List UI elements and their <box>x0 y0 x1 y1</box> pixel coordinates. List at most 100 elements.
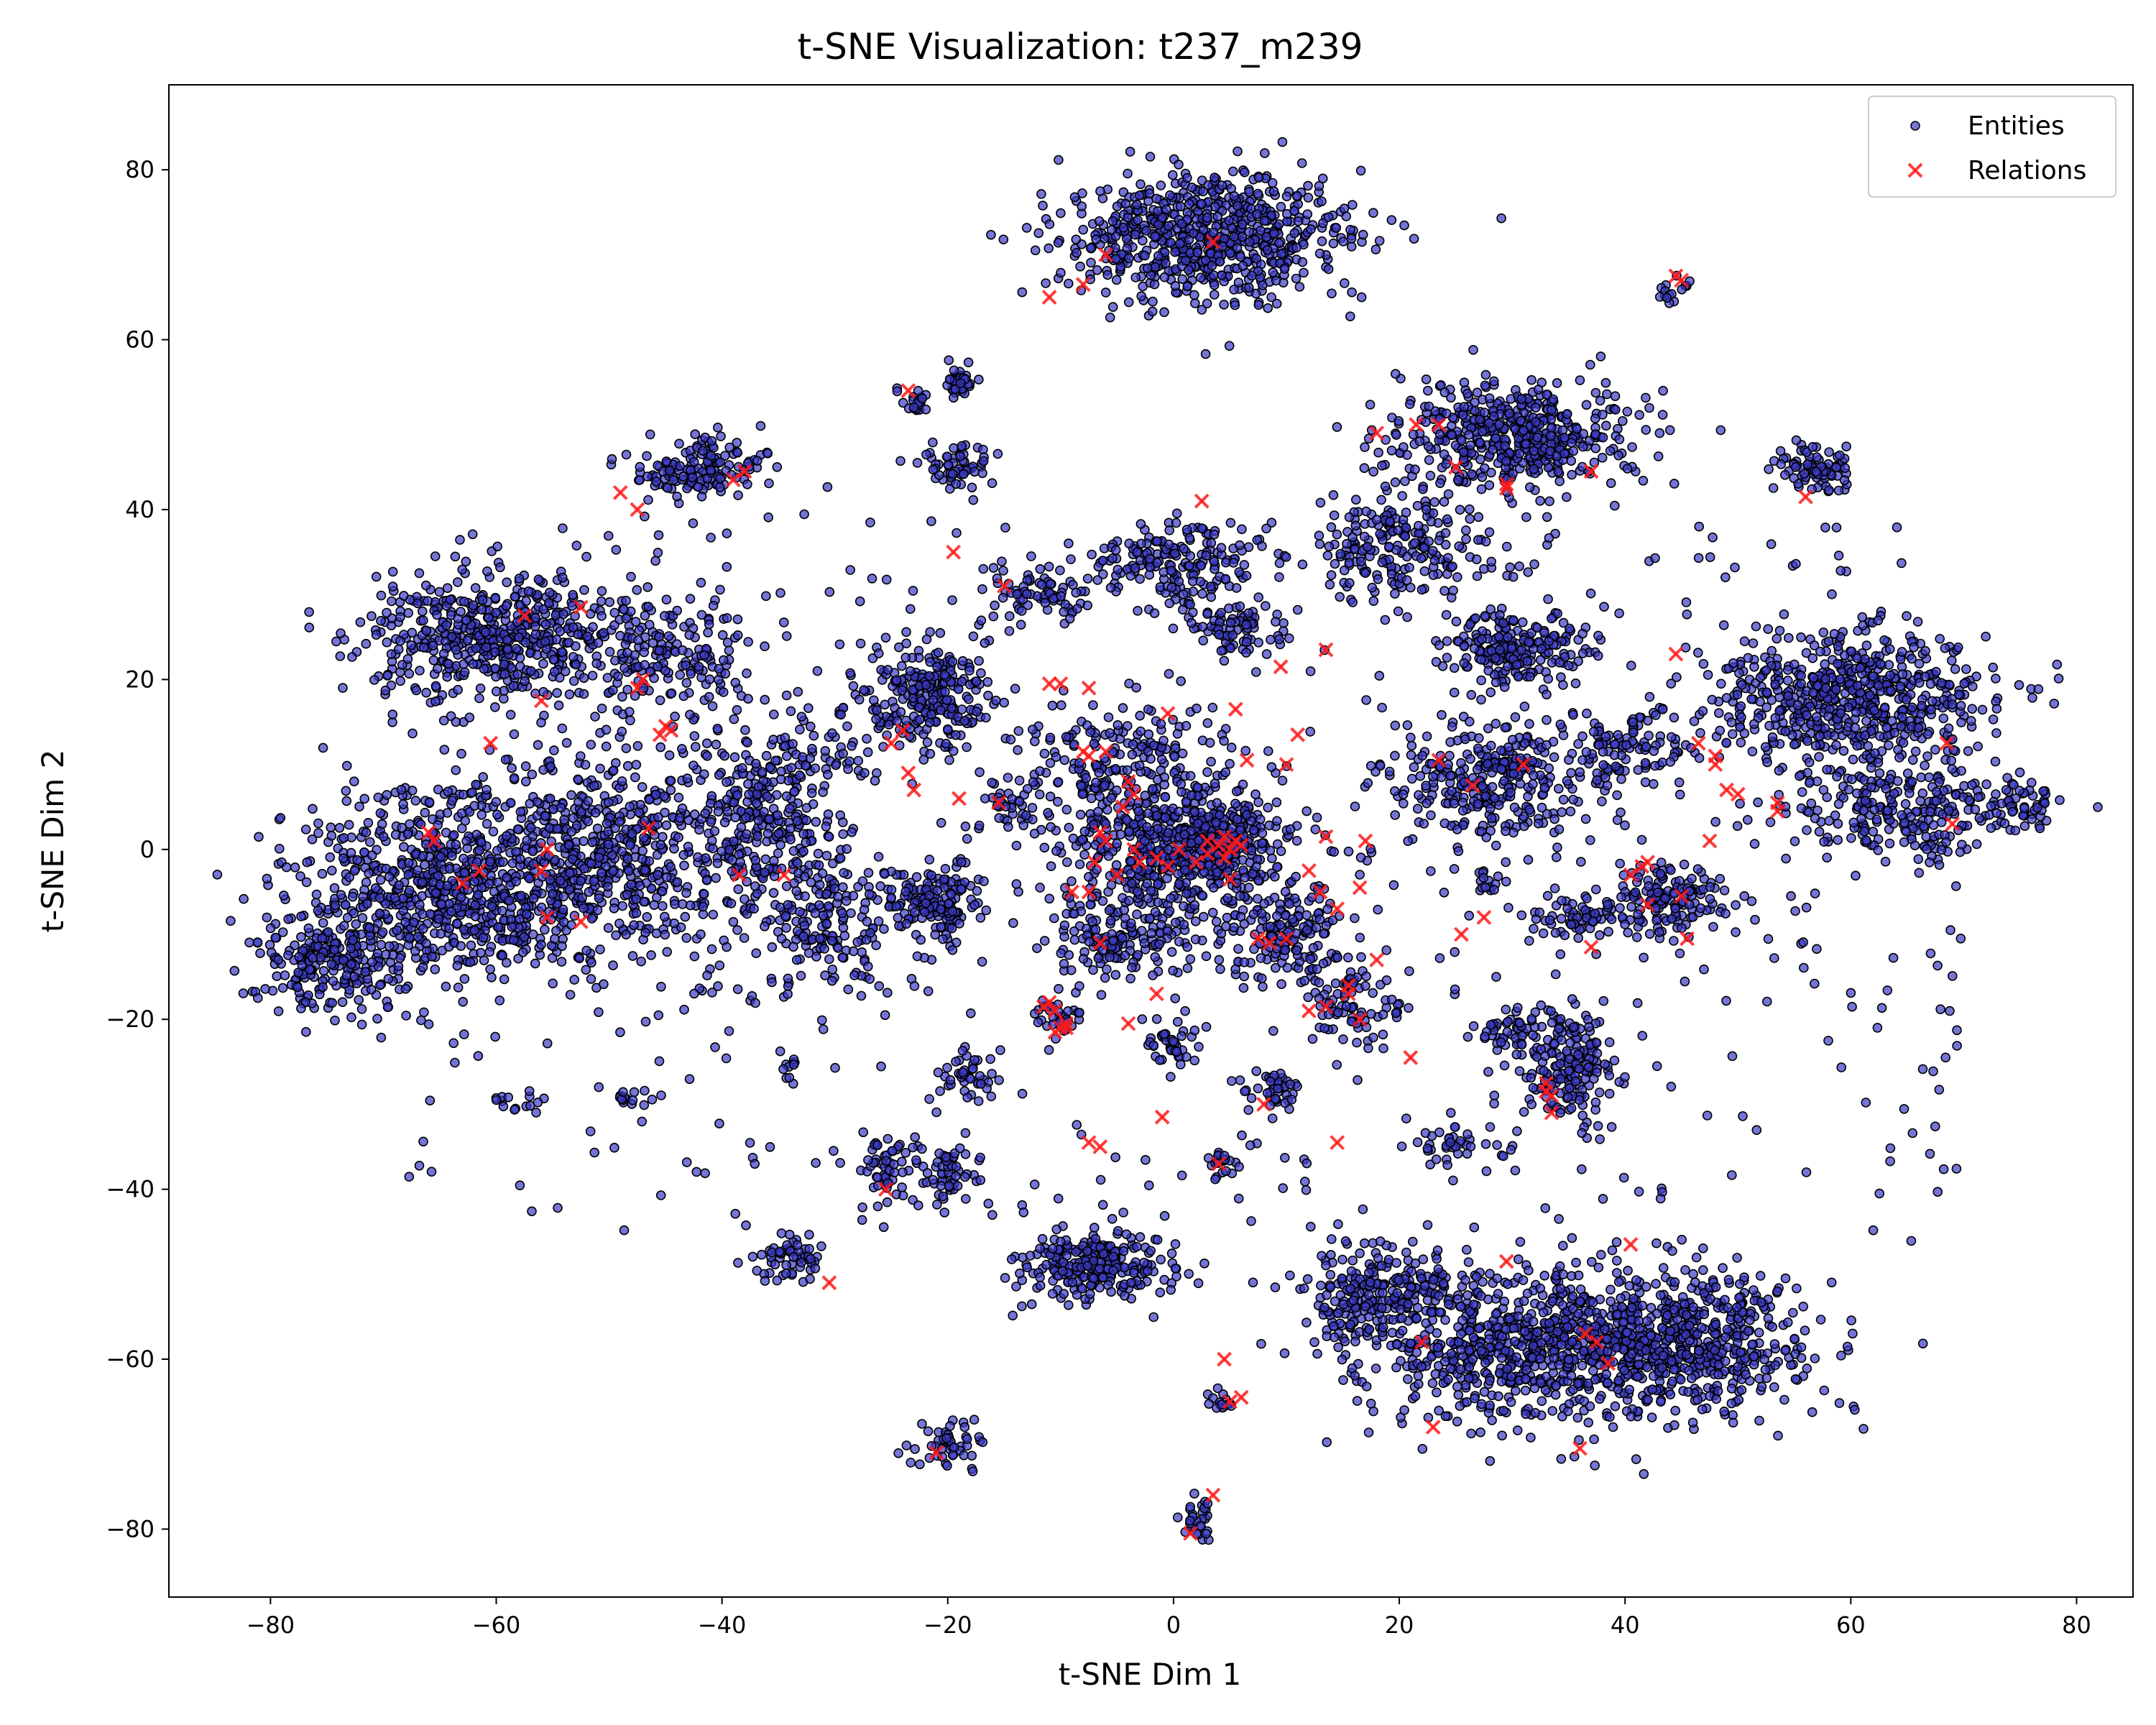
entity-point <box>603 530 614 541</box>
entity-point <box>963 357 974 368</box>
entity-point <box>700 809 711 819</box>
entity-point <box>501 601 512 611</box>
entity-point <box>376 615 386 626</box>
entity-point <box>653 870 663 880</box>
entity-point <box>1514 448 1525 459</box>
entity-point <box>755 420 766 431</box>
entity-point <box>547 953 558 963</box>
entity-point <box>568 676 579 686</box>
entity-point <box>763 829 773 839</box>
entity-point <box>1414 436 1425 446</box>
entity-point <box>394 880 405 891</box>
entity-point <box>1439 449 1450 459</box>
entity-point <box>954 919 964 929</box>
entity-point <box>891 901 901 911</box>
entity-point <box>742 668 752 678</box>
entity-point <box>1614 434 1625 445</box>
entity-point <box>487 972 497 983</box>
entity-point <box>714 482 725 492</box>
entity-point <box>1072 247 1082 258</box>
entity-point <box>459 597 469 607</box>
entity-point <box>272 971 282 981</box>
entity-point <box>432 663 443 674</box>
entity-point <box>549 745 559 755</box>
entity-point <box>1208 227 1219 238</box>
entity-point <box>724 442 735 453</box>
entity-point <box>1140 250 1150 261</box>
entity-point <box>722 806 733 816</box>
entity-point <box>893 913 903 923</box>
entity-point <box>1253 172 1264 183</box>
entity-point <box>998 234 1009 245</box>
entity-point <box>1069 192 1080 203</box>
entity-point <box>951 730 961 740</box>
entity-point <box>407 786 418 796</box>
entity-point <box>788 846 799 856</box>
entity-point <box>1111 254 1121 264</box>
entity-point <box>1421 374 1432 385</box>
entity-point <box>1297 257 1308 267</box>
entity-point <box>768 888 779 898</box>
entity-point <box>653 661 663 672</box>
entity-point <box>1233 146 1243 157</box>
entity-point <box>376 590 387 601</box>
entity-point <box>532 650 543 661</box>
entity-point <box>1252 209 1262 219</box>
entity-point <box>854 694 865 705</box>
entity-point <box>338 853 349 863</box>
entity-point <box>1467 469 1477 479</box>
entity-point <box>1590 443 1601 454</box>
entity-point <box>475 683 486 694</box>
entity-point <box>1103 851 1114 861</box>
entity-point <box>609 903 619 914</box>
entity-point <box>1715 425 1726 436</box>
entity-point <box>637 846 648 856</box>
entity-point <box>540 924 550 935</box>
entity-point <box>644 620 655 630</box>
entity-point <box>977 468 987 479</box>
entity-point <box>502 577 512 588</box>
entity-point <box>387 709 398 719</box>
entity-point <box>675 813 685 823</box>
entity-point <box>493 921 504 932</box>
entity-point <box>265 923 276 934</box>
entity-point <box>405 901 415 911</box>
entity-point <box>595 944 605 954</box>
entity-point <box>448 830 459 840</box>
entity-point <box>446 906 456 916</box>
entity-point <box>1462 388 1473 399</box>
entity-point <box>540 636 550 647</box>
entity-point <box>936 921 946 932</box>
entity-point <box>453 684 463 695</box>
entity-point <box>1120 198 1131 209</box>
entity-point <box>732 438 742 448</box>
entity-point <box>414 568 425 579</box>
entity-point <box>553 700 564 711</box>
entity-point <box>577 893 587 903</box>
entity-point <box>936 705 946 715</box>
entity-point <box>304 607 314 617</box>
entity-point <box>406 640 417 650</box>
entity-point <box>374 893 385 903</box>
entity-point <box>741 812 751 823</box>
entity-point <box>1332 422 1342 432</box>
entity-point <box>395 676 406 686</box>
entity-point <box>598 627 609 638</box>
entity-point <box>459 974 470 984</box>
entity-point <box>1056 267 1066 278</box>
entity-point <box>1634 410 1644 420</box>
entity-point <box>824 954 834 965</box>
entity-point <box>458 997 469 1007</box>
entity-point <box>358 891 368 902</box>
entity-point <box>372 1013 382 1024</box>
entity-point <box>367 957 377 967</box>
entity-point <box>1638 475 1649 486</box>
entity-point <box>684 630 695 640</box>
entity-point <box>382 790 392 800</box>
entity-point <box>971 676 982 686</box>
entity-point <box>556 957 567 967</box>
entity-point <box>212 870 223 880</box>
entity-point <box>427 952 437 962</box>
entity-point <box>912 458 923 468</box>
